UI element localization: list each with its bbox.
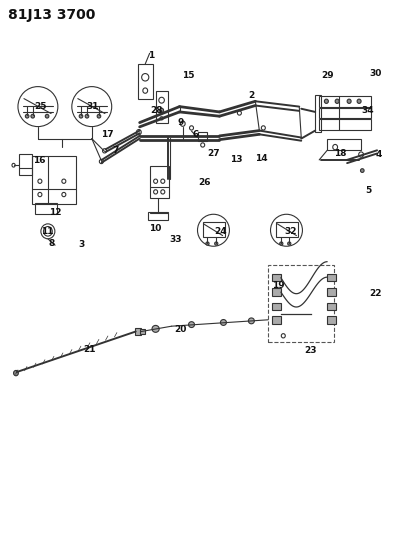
- Text: 18: 18: [334, 149, 346, 158]
- Bar: [135, 328, 141, 335]
- Text: 7: 7: [113, 146, 119, 155]
- Text: 4: 4: [376, 150, 382, 159]
- Text: 81J13 3700: 81J13 3700: [8, 8, 95, 22]
- Bar: [268, 265, 334, 342]
- Text: 1: 1: [148, 52, 155, 60]
- Bar: [327, 139, 361, 150]
- Ellipse shape: [335, 99, 339, 103]
- Bar: [315, 95, 321, 132]
- Ellipse shape: [347, 99, 351, 103]
- Bar: [327, 303, 336, 310]
- Text: 25: 25: [34, 102, 47, 111]
- Ellipse shape: [357, 99, 361, 103]
- Text: 11: 11: [41, 228, 53, 236]
- Text: 34: 34: [361, 107, 374, 115]
- Text: 32: 32: [284, 228, 297, 236]
- Ellipse shape: [160, 108, 164, 112]
- Bar: [198, 132, 207, 141]
- Text: 12: 12: [49, 208, 61, 216]
- Text: 29: 29: [321, 71, 334, 80]
- Ellipse shape: [85, 114, 89, 118]
- Text: 13: 13: [230, 156, 243, 164]
- Bar: [272, 303, 281, 310]
- Ellipse shape: [220, 320, 227, 325]
- Text: 6: 6: [192, 130, 199, 139]
- Bar: [19, 154, 32, 175]
- Text: 27: 27: [207, 149, 220, 158]
- Ellipse shape: [206, 242, 209, 245]
- Bar: [319, 96, 371, 107]
- Ellipse shape: [248, 318, 255, 324]
- Text: 24: 24: [214, 228, 227, 236]
- Text: 22: 22: [369, 289, 381, 297]
- Text: 31: 31: [86, 102, 99, 111]
- Ellipse shape: [288, 242, 291, 245]
- Text: 30: 30: [369, 69, 382, 78]
- Bar: [327, 288, 336, 296]
- Ellipse shape: [79, 114, 83, 118]
- Bar: [272, 274, 281, 281]
- Text: 5: 5: [365, 186, 371, 195]
- Ellipse shape: [97, 114, 101, 118]
- Ellipse shape: [45, 114, 49, 118]
- Ellipse shape: [324, 99, 328, 103]
- Bar: [138, 64, 153, 99]
- Ellipse shape: [14, 370, 18, 376]
- Bar: [148, 212, 168, 220]
- Text: 23: 23: [304, 346, 317, 355]
- Bar: [327, 316, 336, 324]
- Ellipse shape: [31, 114, 34, 118]
- Bar: [140, 329, 145, 334]
- Bar: [272, 316, 281, 324]
- Ellipse shape: [152, 325, 159, 333]
- Ellipse shape: [280, 242, 283, 245]
- Text: 14: 14: [255, 155, 268, 163]
- Bar: [319, 119, 371, 130]
- Bar: [32, 156, 76, 204]
- Text: 26: 26: [198, 178, 211, 187]
- Text: 16: 16: [33, 157, 45, 165]
- Ellipse shape: [26, 114, 29, 118]
- Text: 19: 19: [272, 281, 285, 289]
- Text: 9: 9: [177, 118, 184, 127]
- Bar: [272, 288, 281, 296]
- Text: 28: 28: [150, 106, 163, 115]
- Bar: [156, 91, 168, 123]
- Bar: [327, 274, 336, 281]
- Text: 10: 10: [148, 224, 161, 232]
- Text: 2: 2: [248, 92, 255, 100]
- Bar: [276, 222, 298, 237]
- Text: 33: 33: [169, 236, 182, 244]
- Text: 20: 20: [174, 325, 187, 334]
- Ellipse shape: [215, 242, 218, 245]
- Ellipse shape: [361, 168, 364, 173]
- Bar: [35, 203, 57, 214]
- Bar: [150, 166, 169, 198]
- Text: 21: 21: [83, 345, 96, 353]
- Text: 3: 3: [79, 240, 85, 248]
- Text: 15: 15: [182, 71, 195, 80]
- Text: 8: 8: [49, 239, 55, 248]
- Bar: [203, 222, 225, 237]
- Bar: [319, 108, 371, 118]
- Ellipse shape: [188, 321, 194, 327]
- Text: 17: 17: [101, 130, 114, 139]
